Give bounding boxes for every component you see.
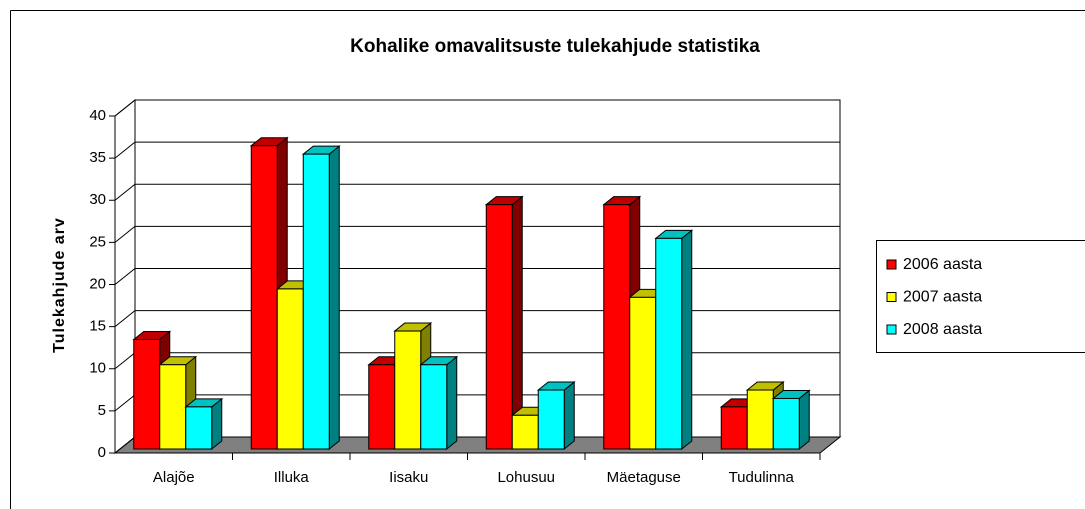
bar: [537, 389, 565, 450]
bar: [420, 364, 448, 450]
legend-swatch: [886, 324, 897, 335]
y-tick-label: 20: [89, 275, 106, 292]
bar-side: [328, 145, 340, 451]
bar: [250, 145, 278, 450]
x-tick-label: Lohusuu: [497, 469, 555, 486]
bar-side: [211, 397, 223, 451]
bar: [746, 389, 774, 450]
grid-line: [114, 141, 840, 159]
bar: [720, 406, 748, 450]
x-tick-label: Illuka: [274, 469, 310, 486]
bar-side: [681, 229, 693, 451]
chart-title: Kohalike omavalitsuste tulekahjude stati…: [350, 36, 760, 57]
legend-swatch: [886, 259, 897, 270]
y-tick-label: 10: [89, 360, 106, 377]
bar: [655, 237, 683, 450]
legend-label: 2006 aasta: [903, 256, 982, 273]
grid-line: [114, 183, 840, 201]
bar: [185, 406, 213, 450]
bar: [603, 204, 631, 450]
bar: [159, 364, 187, 450]
bar-side: [446, 355, 458, 451]
y-tick-label: 25: [89, 233, 106, 250]
y-tick-label: 30: [89, 191, 106, 208]
bar: [133, 338, 161, 450]
grid-line: [114, 99, 840, 117]
bar: [772, 397, 800, 450]
legend-label: 2007 aasta: [903, 289, 982, 306]
bar: [394, 330, 422, 450]
x-tick-label: Iisaku: [389, 469, 428, 486]
bar: [511, 414, 539, 450]
bar: [485, 204, 513, 450]
y-tick-label: 35: [89, 149, 106, 166]
legend-swatch: [886, 292, 897, 302]
legend: [876, 240, 1085, 353]
y-axis-title: Tulekahjude arv: [51, 217, 68, 353]
bar: [629, 296, 657, 450]
x-tick-label: Alajõe: [153, 469, 195, 486]
y-tick-label: 15: [89, 318, 106, 335]
y-tick-label: 0: [98, 444, 106, 461]
bar: [368, 364, 396, 450]
x-tick-label: Tudulinna: [729, 469, 795, 486]
bar: [302, 153, 330, 450]
y-tick-label: 40: [89, 107, 106, 124]
bar: [276, 288, 304, 450]
bar-side: [563, 380, 575, 451]
y-tick-label: 5: [98, 402, 106, 419]
bar-side: [798, 389, 810, 451]
legend-label: 2008 aasta: [903, 321, 982, 338]
x-tick-label: Mäetaguse: [607, 469, 681, 486]
